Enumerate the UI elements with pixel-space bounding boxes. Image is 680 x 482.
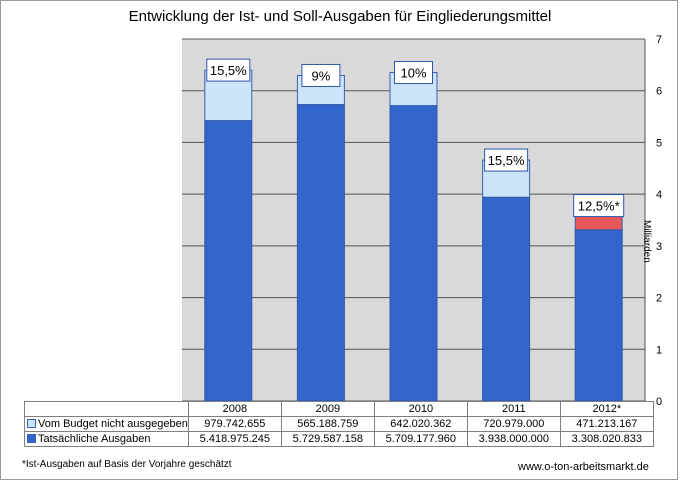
annotation-box	[394, 61, 433, 85]
annotation-label: 15,5%	[488, 153, 525, 168]
legend-entry-unspent: Vom Budget nicht ausgegeben	[24, 416, 189, 432]
annotation-label: 9%	[312, 68, 331, 83]
y-tick-label: 5	[656, 137, 662, 149]
legend-key-actual	[27, 434, 36, 443]
category-label-2012: 2012*	[559, 401, 654, 417]
annotation-label: 15,5%	[210, 63, 247, 78]
bar-actual	[574, 229, 623, 402]
annotation-label: 12,5%*	[578, 199, 620, 214]
annotation-label: 10%	[400, 66, 426, 81]
data-table: 2008 2009 2010 2011 2012* Vom Budget nic…	[24, 401, 654, 447]
source-url: www.o-ton-arbeitsmarkt.de	[518, 461, 649, 473]
table-row-actual: Tatsächliche Ausgaben 5.418.975.245 5.72…	[24, 431, 654, 447]
annotation-box	[484, 148, 529, 172]
unspent-value-2012: 471.213.167	[559, 416, 654, 432]
y-tick-label: 1	[656, 344, 662, 356]
actual-value-2012: 3.308.020.833	[559, 431, 654, 447]
legend-label-actual: Tatsächliche Ausgaben	[38, 433, 151, 445]
y-tick-label: 4	[656, 189, 662, 201]
y-tick-label: 0	[656, 396, 662, 408]
legend-entry-actual: Tatsächliche Ausgaben	[24, 431, 189, 447]
bar-actual	[389, 105, 438, 402]
table-corner-cell	[24, 401, 189, 417]
category-label-2008: 2008	[187, 401, 282, 417]
actual-value-2011: 3.938.000.000	[466, 431, 561, 447]
footnote: *Ist-Ausgaben auf Basis der Vorjahre ges…	[22, 459, 232, 470]
bar-actual	[296, 104, 345, 402]
table-row-categories: 2008 2009 2010 2011 2012*	[24, 401, 654, 417]
unspent-value-2011: 720.979.000	[466, 416, 561, 432]
category-label-2011: 2011	[466, 401, 561, 417]
actual-value-2008: 5.418.975.245	[187, 431, 282, 447]
y-tick-label: 2	[656, 293, 662, 305]
bar-actual	[204, 120, 253, 402]
legend-label-unspent: Vom Budget nicht ausgegeben	[38, 418, 188, 430]
unspent-value-2008: 979.742.655	[187, 416, 282, 432]
category-label-2010: 2010	[373, 401, 468, 417]
unspent-value-2009: 565.188.759	[280, 416, 375, 432]
y-tick-label: 3	[656, 241, 662, 253]
y-tick-label: 7	[656, 34, 662, 46]
table-row-unspent: Vom Budget nicht ausgegeben 979.742.655 …	[24, 416, 654, 432]
bar-actual	[482, 196, 531, 402]
legend-key-unspent	[27, 419, 36, 428]
category-label-2009: 2009	[280, 401, 375, 417]
annotation-box	[301, 63, 341, 87]
unspent-value-2010: 642.020.362	[373, 416, 468, 432]
annotation-box	[573, 194, 625, 218]
y-tick-label: 6	[656, 86, 662, 98]
y-axis-title: Milliarden	[641, 220, 652, 263]
actual-value-2010: 5.709.177.960	[373, 431, 468, 447]
chart-title: Entwicklung der Ist- und Soll-Ausgaben f…	[128, 8, 552, 25]
annotation-box	[206, 58, 251, 82]
actual-value-2009: 5.729.587.158	[280, 431, 375, 447]
